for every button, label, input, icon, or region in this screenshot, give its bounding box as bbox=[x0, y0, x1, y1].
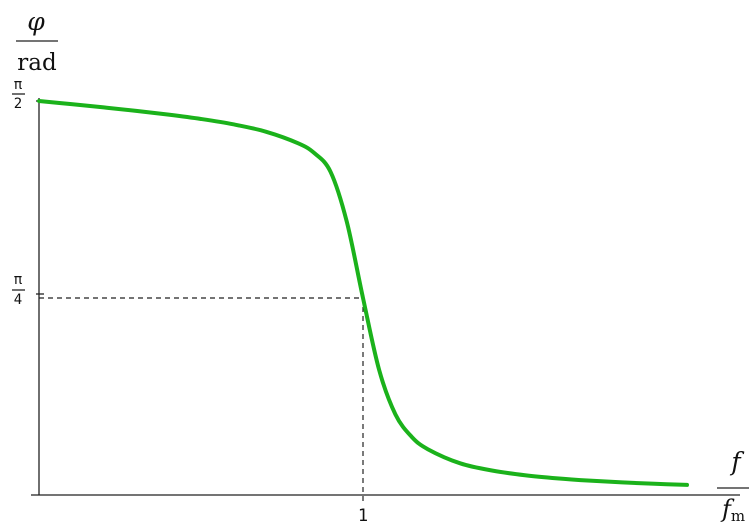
y-axis-label-denominator: rad bbox=[17, 50, 57, 76]
y-tick-pi-quarter-denominator: 4 bbox=[14, 292, 22, 308]
y-axis-label-numerator: φ bbox=[27, 7, 45, 36]
y-tick-label-pi-quarter: π 4 bbox=[12, 272, 25, 308]
x-axis-label-denominator: fm bbox=[720, 495, 745, 524]
phase-curve-series bbox=[37, 99, 689, 487]
x-axis-label-denominator-sub: m bbox=[731, 507, 745, 524]
x-axis-label-numerator: f bbox=[729, 447, 744, 476]
y-tick-pi-half-denominator: 2 bbox=[14, 96, 22, 112]
y-tick-pi-half-numerator: π bbox=[14, 77, 23, 93]
y-tick-pi-quarter-numerator: π bbox=[14, 272, 23, 288]
x-tick-label-one: 1 bbox=[358, 506, 368, 524]
y-axis-label: φ rad bbox=[16, 7, 58, 76]
y-tick-label-pi-half: π 2 bbox=[12, 77, 25, 112]
x-axis-label: f fm bbox=[717, 447, 749, 524]
